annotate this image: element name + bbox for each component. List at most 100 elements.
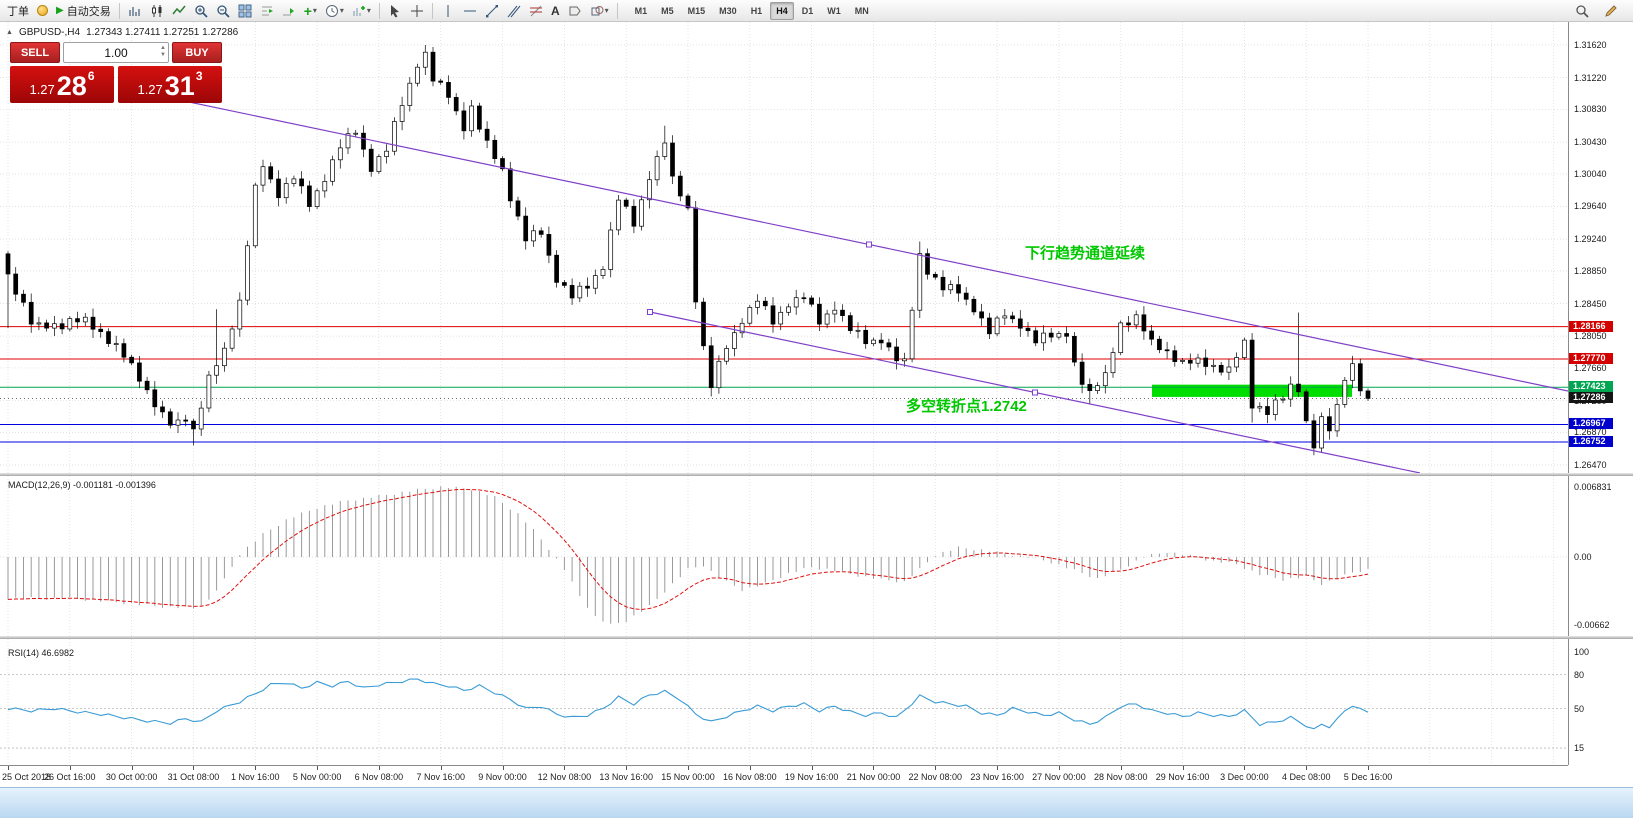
sell-price-big: 28 [56, 71, 87, 101]
buy-price-pip: 3 [195, 69, 203, 83]
timeframe-toolbar: M1 M5 M15 M30 H1 H4 D1 W1 MN [628, 1, 876, 20]
medal-icon[interactable] [34, 1, 51, 21]
buy-button[interactable]: BUY [172, 42, 222, 63]
spinner-down-icon[interactable]: ▼ [160, 52, 166, 58]
bottom-scroll-strip[interactable] [0, 787, 1633, 818]
time-axis-label: 5 Dec 16:00 [1343, 772, 1393, 782]
sell-price[interactable]: 1.27 28 6 [10, 66, 114, 103]
time-tick [626, 766, 628, 770]
new-order-button[interactable]: 丁单 [4, 1, 32, 21]
chart-shift-button[interactable] [257, 1, 277, 21]
zoom-out-icon [217, 4, 230, 18]
timeframe-M1[interactable]: M1 [634, 5, 648, 16]
auto-scroll-button[interactable] [279, 1, 299, 21]
timeframe-H4[interactable]: H4 [770, 1, 794, 20]
collapse-arrow-icon[interactable]: ▲ [6, 29, 13, 36]
channel-tool[interactable] [504, 1, 524, 21]
sell-button[interactable]: SELL [10, 42, 60, 63]
edit-button[interactable] [1601, 1, 1621, 21]
chevron-down-icon: ▾ [366, 6, 371, 15]
zoom-in-icon [195, 4, 208, 18]
time-tick [997, 766, 999, 770]
panel-splitter[interactable] [0, 636, 1633, 639]
buy-price[interactable]: 1.27 31 3 [118, 66, 222, 103]
zoom-out-button[interactable] [213, 1, 233, 21]
volume-field[interactable]: 1.00 ▲ ▼ [63, 42, 169, 63]
price-axis-label: 1.30430 [1574, 137, 1607, 148]
search-button[interactable] [1572, 1, 1592, 21]
buy-price-prefix: 1.27 [137, 82, 163, 97]
indicators-icon [353, 5, 365, 16]
chart-annotation[interactable]: 下行趋势通道延续 [1025, 244, 1145, 262]
time-axis-label: 21 Nov 00:00 [846, 772, 901, 782]
fibonacci-tool[interactable] [526, 1, 546, 21]
time-tick [502, 766, 504, 770]
price-axis-label: 1.29640 [1574, 201, 1607, 212]
line-chart-icon [172, 5, 186, 14]
line-handle[interactable] [866, 241, 872, 248]
volume-spinner[interactable]: ▲ ▼ [160, 45, 166, 59]
line-handle[interactable] [1032, 389, 1038, 396]
crosshair-button[interactable] [407, 1, 427, 21]
chart-header: ▲ GBPUSD-,H4 1.27343 1.27411 1.27251 1.2… [6, 27, 238, 38]
timeframe-MN[interactable]: MN [854, 5, 869, 16]
line-handle[interactable] [647, 309, 653, 315]
buy-price-big: 31 [164, 71, 195, 101]
time-tick [688, 766, 690, 770]
timeframe-M15[interactable]: M15 [687, 5, 706, 16]
volume-value: 1.00 [104, 45, 128, 60]
price-axis-label: 1.31620 [1574, 40, 1607, 50]
rsi-panel[interactable] [0, 639, 1568, 765]
cursor-button[interactable] [385, 1, 405, 21]
label-tool[interactable] [565, 1, 585, 21]
new-chart-button[interactable]: + ▾ [301, 1, 320, 21]
text-tool[interactable]: A [548, 1, 563, 21]
autotrading-button[interactable]: ▶ 自动交易 [53, 1, 114, 21]
symbol-label: GBPUSD-,H4 [18, 27, 81, 38]
macd-axis-label: 0.00 [1574, 552, 1592, 562]
price-axis-label: 1.30040 [1574, 168, 1607, 179]
line-chart-button[interactable] [169, 1, 189, 21]
tile-windows-button[interactable] [235, 1, 255, 21]
timeframe-M30[interactable]: M30 [719, 5, 737, 16]
timeframe-M5[interactable]: M5 [661, 5, 674, 16]
indicators-button[interactable]: ▾ [349, 1, 374, 21]
time-tick [1368, 766, 1370, 770]
spinner-up-icon[interactable]: ▲ [160, 45, 166, 51]
time-axis[interactable]: 25 Oct 2018 26 Oct 16:00 30 Oct 00:00 31 Oc… [0, 765, 1568, 787]
price-tag: 1.26967 [1569, 418, 1613, 430]
label-icon [569, 6, 581, 15]
bar-chart-icon [128, 6, 140, 16]
time-axis-label: 5 Nov 00:00 [292, 772, 342, 782]
price-axis[interactable]: 1.31620 1.31220 1.30830 1.30430 1.30040 1.296… [1568, 22, 1633, 765]
search-icon [1576, 4, 1589, 18]
timeframe-H1[interactable]: H1 [750, 5, 763, 16]
macd-panel[interactable] [0, 476, 1568, 636]
macd-label: MACD(12,26,9) -0.001181 -0.001396 [8, 480, 156, 490]
time-tick [1058, 766, 1060, 770]
vertical-line-tool[interactable] [438, 1, 458, 21]
new-order-label: 丁单 [7, 5, 29, 18]
horizontal-line-tool[interactable] [460, 1, 480, 21]
panel-splitter[interactable] [0, 473, 1633, 476]
trendline-tool[interactable] [482, 1, 502, 21]
chart-annotation[interactable]: 多空转折点1.2742 [906, 397, 1027, 415]
chevron-down-icon: ▾ [312, 6, 317, 15]
shapes-tool[interactable]: ▾ [587, 1, 612, 21]
price-axis-label: 1.28050 [1574, 331, 1607, 342]
bar-chart-button[interactable] [125, 1, 145, 21]
periods-button[interactable]: ▾ [322, 1, 347, 21]
horizontal-line-icon [463, 10, 476, 11]
toolbar-right-group [1571, 1, 1630, 21]
chevron-down-icon: ▾ [339, 6, 344, 15]
candlestick-chart-button[interactable] [147, 1, 167, 21]
zoom-in-button[interactable] [191, 1, 211, 21]
rsi-grid [0, 639, 1568, 765]
timeframe-W1[interactable]: W1 [827, 5, 841, 16]
time-tick [8, 766, 9, 770]
trendline-icon [485, 4, 498, 17]
time-axis-label: 19 Nov 16:00 [784, 772, 839, 782]
timeframe-D1[interactable]: D1 [801, 5, 814, 16]
price-tag: 1.28166 [1569, 320, 1613, 332]
